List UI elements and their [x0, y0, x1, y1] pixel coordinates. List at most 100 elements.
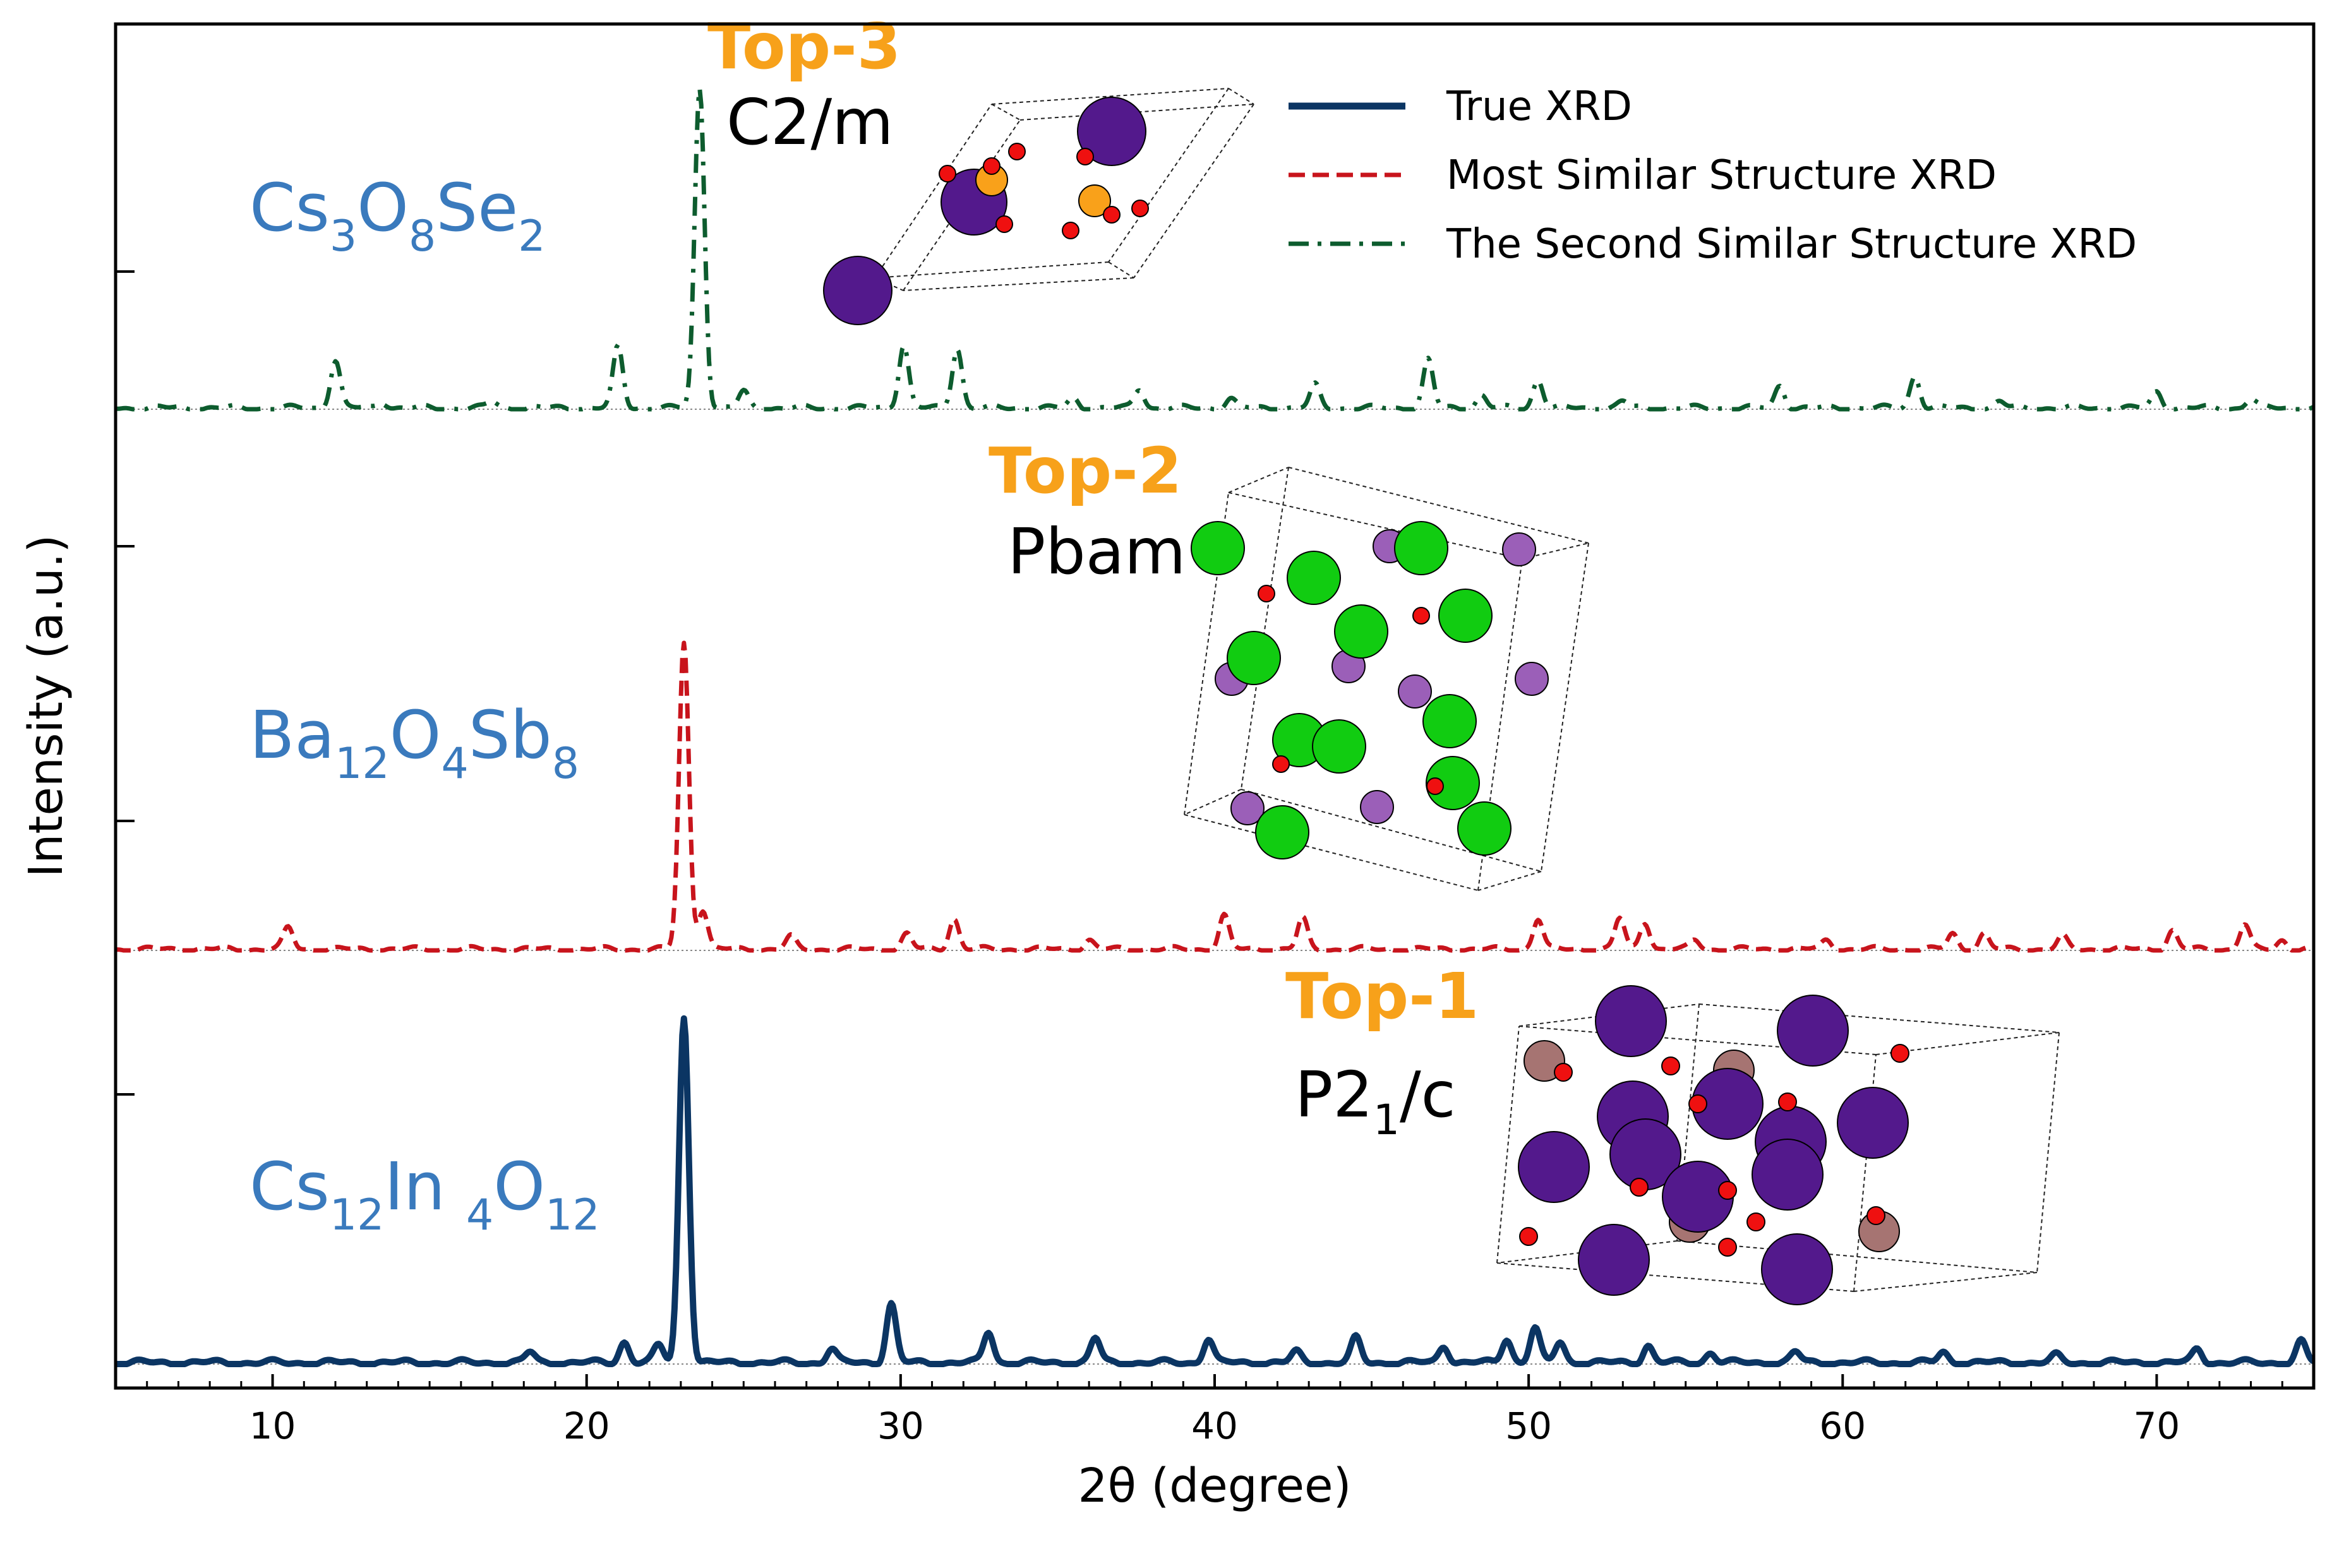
structure-c2m	[823, 88, 1254, 325]
atom	[1008, 143, 1026, 160]
atom	[1595, 985, 1667, 1057]
atom	[1258, 585, 1275, 602]
formula-element: Ba	[249, 697, 335, 774]
legend-label: The Second Similar Structure XRD	[1446, 221, 2137, 268]
atom	[1718, 1181, 1737, 1200]
unit-cell-edge	[1522, 542, 1589, 560]
space-group-part: P2	[1295, 1058, 1373, 1132]
formula-subscript: 4	[441, 739, 468, 789]
atom	[1230, 791, 1265, 825]
atom	[1334, 604, 1388, 659]
unit-cell-edge	[1108, 261, 1134, 278]
unit-cell-edge	[1184, 492, 1229, 815]
x-tick-label: 20	[563, 1404, 610, 1447]
x-tick-label: 10	[249, 1404, 296, 1447]
legend-item: True XRD	[1289, 83, 1632, 130]
atom	[1688, 1094, 1707, 1113]
formula-element: O	[493, 1148, 545, 1225]
atom	[1103, 206, 1121, 224]
atom	[1890, 1044, 1909, 1063]
y-axis-ticks	[116, 270, 135, 1096]
atom	[1426, 777, 1444, 795]
series-line	[115, 86, 2315, 412]
formula-element: Cs	[249, 169, 330, 246]
atom	[1287, 551, 1341, 605]
x-tick-label: 70	[2134, 1404, 2180, 1447]
unit-cell-edge	[1241, 789, 1542, 872]
atom	[1398, 674, 1432, 709]
atom	[1394, 521, 1448, 575]
atom	[1426, 756, 1480, 810]
unit-cell-edge	[1228, 492, 1523, 560]
formula-element: O	[357, 169, 409, 246]
structure-pbam	[1184, 467, 1589, 891]
legend-item: The Second Similar Structure XRD	[1289, 221, 2137, 268]
atom	[1518, 1131, 1590, 1203]
atom	[995, 215, 1013, 233]
atom	[823, 256, 893, 325]
atom	[1837, 1087, 1909, 1159]
formula-subscript: 2	[518, 212, 545, 261]
unit-cell-edge	[1288, 467, 1589, 544]
space-group-part: /c	[1400, 1058, 1456, 1132]
formula-element: In	[384, 1148, 466, 1225]
space-group-part: C2/m	[726, 85, 894, 159]
legend: True XRD Most Similar Structure XRD The Se…	[1289, 83, 2137, 268]
legend-label: True XRD	[1446, 83, 1632, 130]
atom	[1777, 995, 1849, 1067]
formula-element: O	[390, 697, 442, 774]
atom	[1746, 1212, 1765, 1231]
formula-label: Cs3O8Se2	[249, 169, 545, 261]
atom	[1438, 589, 1493, 643]
structure-p21c	[1496, 985, 2060, 1305]
atom	[1554, 1063, 1573, 1082]
atom	[1077, 97, 1146, 166]
space-group-part: Pbam	[1007, 515, 1186, 589]
formula-element: Cs	[249, 1148, 330, 1225]
atom	[1761, 1233, 1833, 1305]
space-group-label: C2/m	[726, 85, 894, 159]
x-tick-label: 40	[1191, 1404, 1238, 1447]
atom	[1227, 631, 1281, 685]
rank-label: Top-1	[1285, 959, 1479, 1033]
legend-label: Most Similar Structure XRD	[1446, 152, 1997, 199]
x-tick-label: 30	[877, 1404, 924, 1447]
formula-subscript: 4	[466, 1190, 493, 1240]
formula-subscript: 12	[545, 1190, 600, 1240]
series-line	[115, 640, 2314, 953]
formula-subscript: 8	[552, 739, 579, 789]
unit-cell-edge	[1019, 104, 1254, 121]
formula-subscript: 3	[330, 212, 357, 261]
unit-cell-edge	[1676, 1240, 2038, 1273]
atom	[1076, 148, 1094, 165]
atom	[1312, 719, 1366, 774]
y-axis-label: Intensity (a.u.)	[19, 535, 73, 878]
formula-subscript: 12	[330, 1190, 385, 1240]
x-axis-label: 2θ (degree)	[1078, 1459, 1352, 1513]
x-axis-ticks: 10 20 30 40 50 60 70	[114, 1374, 2315, 1447]
atom	[1062, 222, 1079, 239]
crystal-structures	[823, 88, 2060, 1305]
formula-label: Ba12O4Sb8	[249, 697, 579, 789]
atom	[1191, 521, 1245, 575]
atom	[983, 157, 1001, 175]
atom	[1422, 694, 1477, 748]
unit-cell-edge	[1228, 88, 1254, 105]
atom	[1360, 790, 1394, 824]
rank-label: Top-3	[707, 9, 901, 83]
atom	[939, 165, 956, 183]
series-line	[114, 1015, 2316, 1367]
formula-element: Se	[436, 169, 518, 246]
atom	[1515, 662, 1549, 696]
atom	[1502, 532, 1536, 566]
atom	[1078, 184, 1111, 217]
panel-1: Cs3O8Se2 Top-3C2/m	[115, 9, 2315, 412]
unit-cell-edge	[991, 104, 1021, 121]
atom	[1412, 607, 1430, 625]
x-tick-label: 60	[1819, 1404, 1866, 1447]
atom	[1255, 805, 1309, 859]
